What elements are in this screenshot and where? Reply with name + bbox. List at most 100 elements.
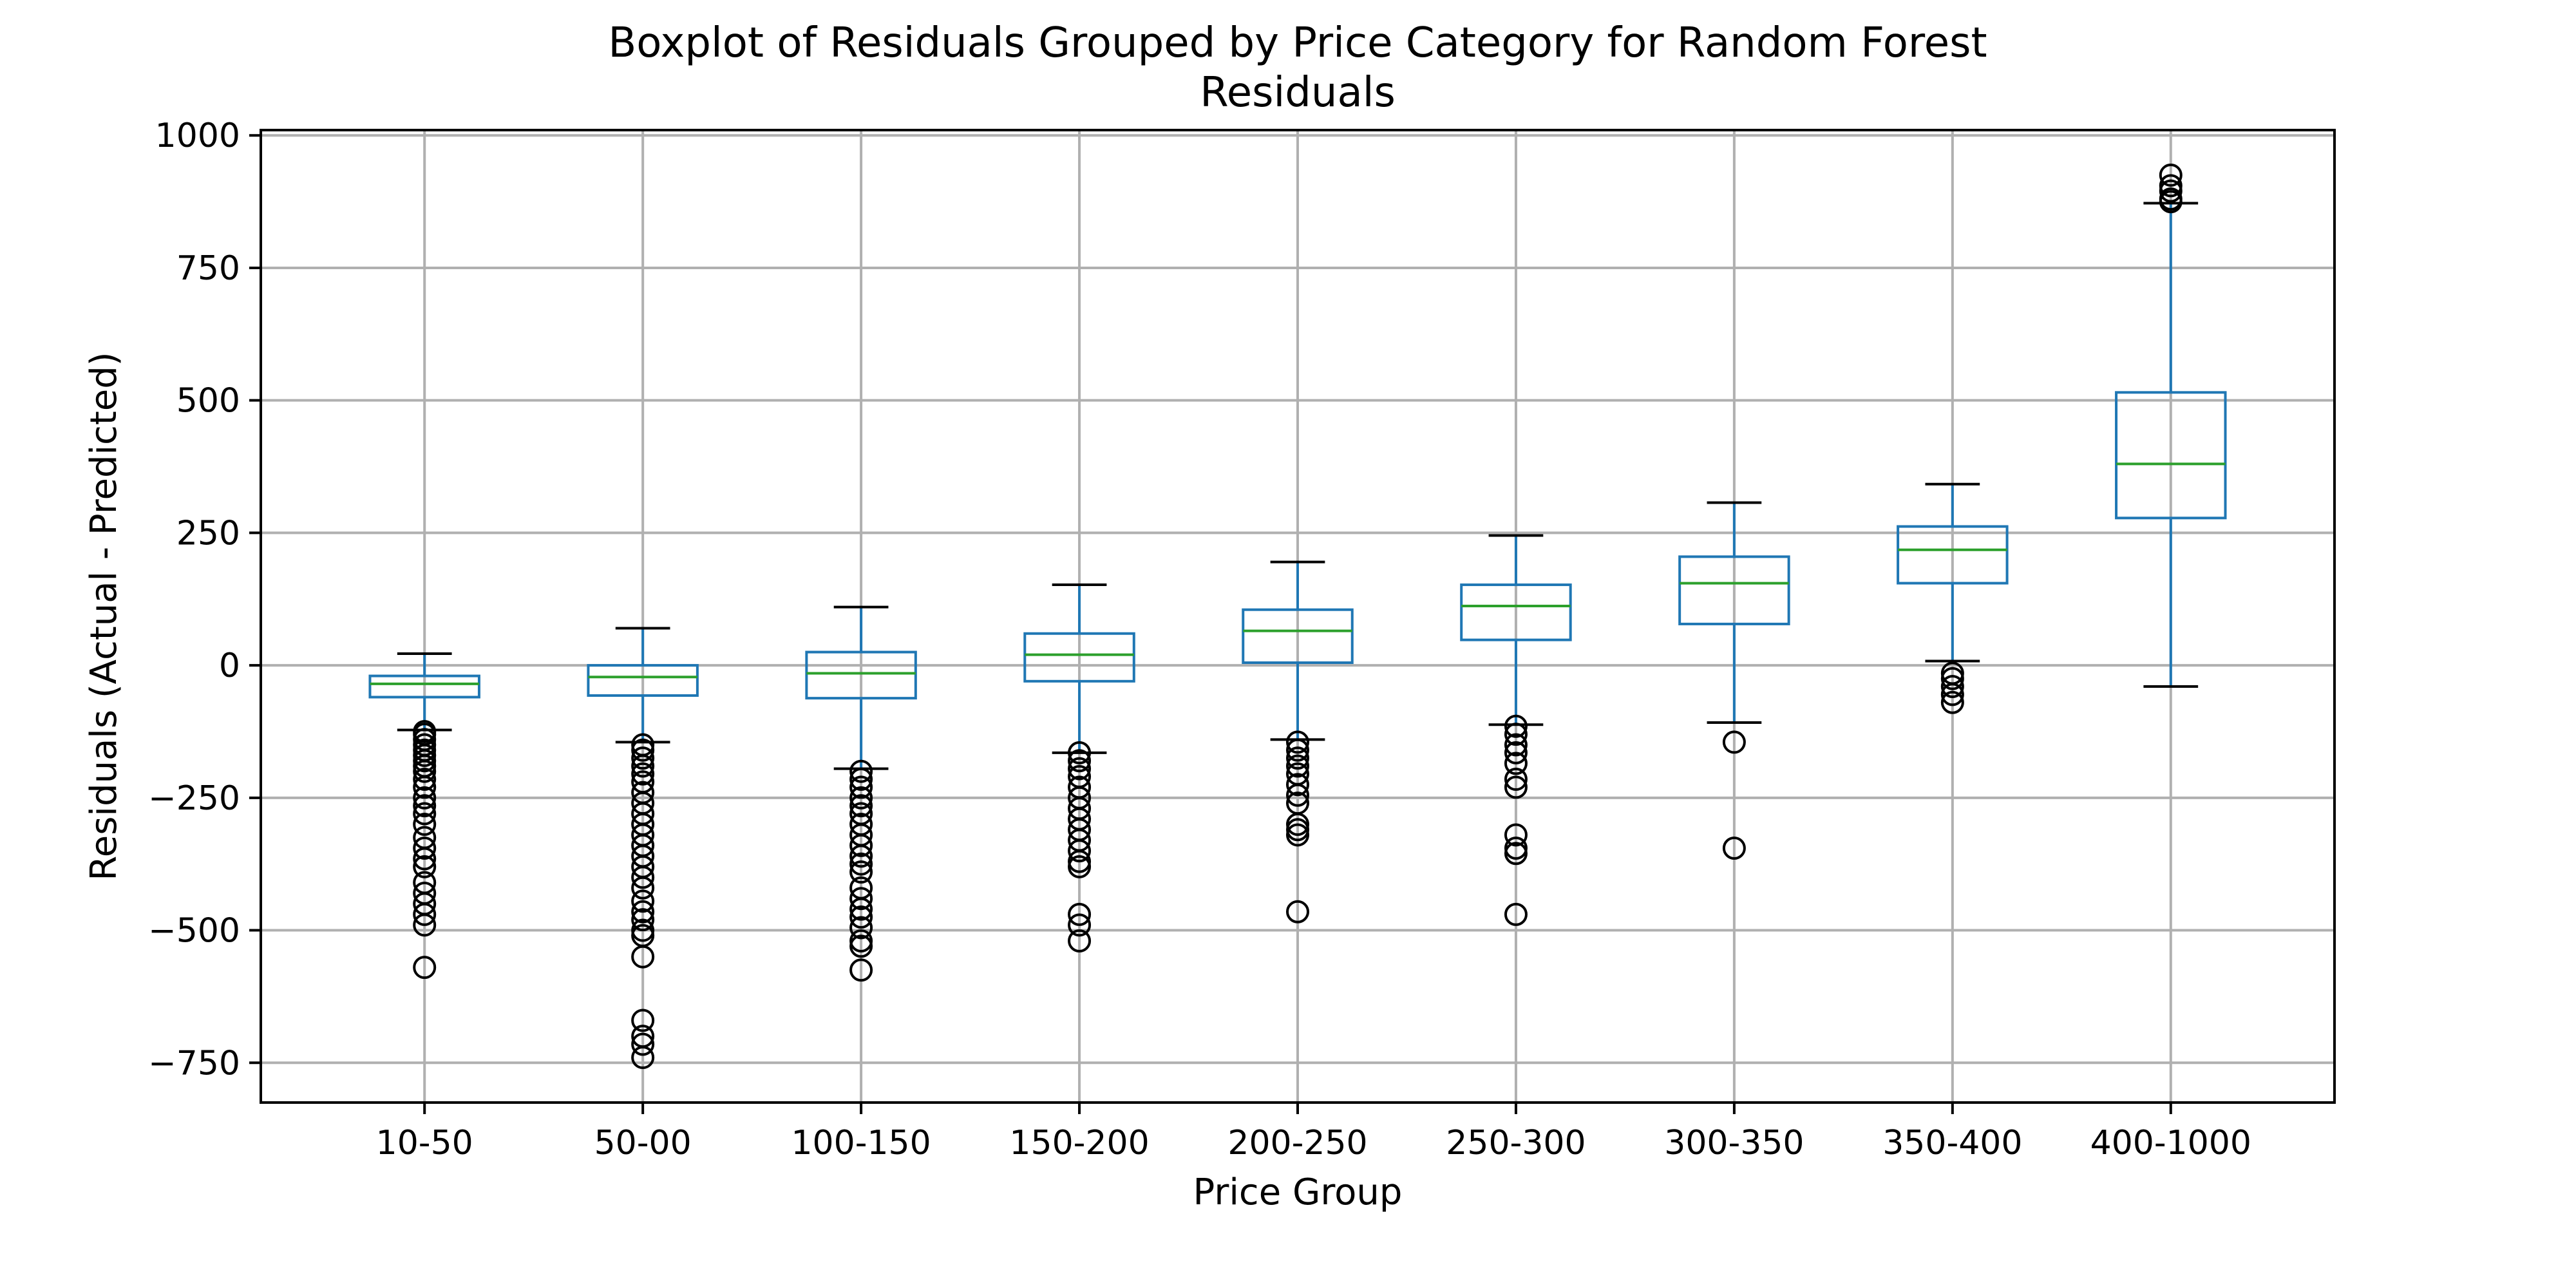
outlier-point	[1504, 823, 1528, 847]
outlier-point	[1286, 900, 1309, 923]
outlier-point	[1504, 723, 1528, 746]
outlier-point	[1504, 733, 1528, 757]
outlier-point	[2159, 174, 2183, 198]
outlier-point	[1286, 730, 1309, 754]
outlier-point	[849, 860, 873, 884]
outlier-point	[1286, 738, 1309, 762]
outlier-point	[849, 794, 873, 818]
box-iqr	[1678, 555, 1790, 625]
box-group	[1460, 534, 1572, 926]
box-iqr	[2115, 391, 2227, 520]
y-tick-label: 750	[176, 249, 240, 288]
x-tick-label: 10-50	[376, 1124, 473, 1162]
outlier-point	[2159, 187, 2183, 211]
outlier-point	[1504, 842, 1528, 866]
outlier-point	[1286, 746, 1309, 770]
outlier-point	[631, 866, 655, 889]
outlier-point	[849, 916, 873, 940]
x-tick-label: 250-300	[1446, 1124, 1586, 1162]
outlier-point	[2159, 163, 2183, 187]
x-tick-label: 50-00	[594, 1124, 692, 1162]
x-tick-label: 300-350	[1664, 1124, 1804, 1162]
grid-layer	[261, 130, 2334, 1103]
outlier-point	[849, 775, 873, 799]
outlier-point	[849, 844, 873, 868]
outlier-point	[849, 905, 873, 929]
outlier-point	[413, 759, 437, 783]
outlier-point	[631, 1009, 655, 1032]
outlier-point	[1068, 839, 1092, 863]
y-tick-label: 0	[219, 647, 240, 685]
outlier-point	[631, 1032, 655, 1056]
outlier-point	[631, 762, 655, 786]
outlier-point	[849, 786, 873, 810]
outlier-point	[1722, 730, 1746, 754]
outlier-point	[1504, 752, 1528, 775]
outlier-point	[1940, 667, 1964, 690]
outlier-point	[413, 855, 437, 878]
x-tick-label: 150-200	[1009, 1124, 1149, 1162]
outlier-point	[413, 768, 437, 791]
outlier-point	[413, 956, 437, 980]
outlier-point	[1722, 837, 1746, 860]
outlier-point	[413, 913, 437, 937]
outlier-point	[849, 958, 873, 982]
y-tick-label: −250	[148, 779, 240, 818]
outlier-point	[413, 902, 437, 926]
outlier-point	[1286, 783, 1309, 807]
outlier-point	[1286, 773, 1309, 797]
box-iqr	[1242, 608, 1354, 665]
box-group	[587, 627, 699, 1070]
box-group	[805, 605, 917, 982]
chart-title-line-2: Residuals	[1200, 69, 1396, 117]
outlier-point	[631, 1046, 655, 1070]
box-group	[1242, 560, 1354, 923]
outlier-point	[849, 768, 873, 791]
outlier-point	[631, 738, 655, 762]
outlier-point	[1068, 902, 1092, 926]
outlier-point	[1068, 749, 1092, 773]
outlier-point	[413, 812, 437, 836]
axis-layer: −750 −500 −250 0 250 500 750 1000 10-50 50-00 100-…	[148, 117, 2251, 1162]
box-group	[2115, 163, 2227, 688]
outlier-point	[1068, 855, 1092, 878]
outlier-point	[1940, 683, 1964, 706]
outlier-point	[849, 759, 873, 783]
outlier-point	[631, 889, 655, 913]
outlier-point	[1504, 714, 1528, 738]
outlier-point	[849, 852, 873, 876]
x-tick-label: 200-250	[1227, 1124, 1367, 1162]
outlier-point	[1068, 741, 1092, 764]
outlier-point	[1068, 929, 1092, 953]
box-iqr	[1897, 525, 2009, 585]
outlier-point	[849, 887, 873, 911]
outlier-point	[1504, 902, 1528, 926]
outlier-point	[413, 786, 437, 810]
outlier-point	[1940, 690, 1964, 714]
outlier-point	[413, 847, 437, 871]
outlier-point	[1286, 754, 1309, 778]
outlier-point	[849, 934, 873, 958]
outlier-point	[631, 754, 655, 778]
plot-layer	[368, 163, 2227, 1070]
box-iqr	[587, 664, 699, 697]
outlier-point	[1068, 913, 1092, 937]
box-iqr	[368, 674, 480, 699]
outlier-point	[631, 876, 655, 900]
box-group	[1678, 501, 1790, 860]
outlier-point	[1504, 741, 1528, 764]
y-tick-label: 250	[176, 514, 240, 553]
outlier-point	[413, 837, 437, 860]
outlier-point	[1504, 768, 1528, 791]
box-group	[1897, 482, 2009, 714]
x-tick-label: 350-400	[1882, 1124, 2022, 1162]
box-iqr	[1023, 632, 1135, 683]
y-tick-label: −750	[148, 1044, 240, 1083]
x-tick-label: 400-1000	[2090, 1124, 2251, 1162]
outlier-point	[849, 833, 873, 857]
outlier-point	[1068, 757, 1092, 781]
y-axis-label: Residuals (Actual - Predicted)	[83, 352, 125, 880]
box-iqr	[805, 650, 917, 700]
x-tick-label: 100-150	[791, 1124, 931, 1162]
outlier-point	[1286, 823, 1309, 847]
